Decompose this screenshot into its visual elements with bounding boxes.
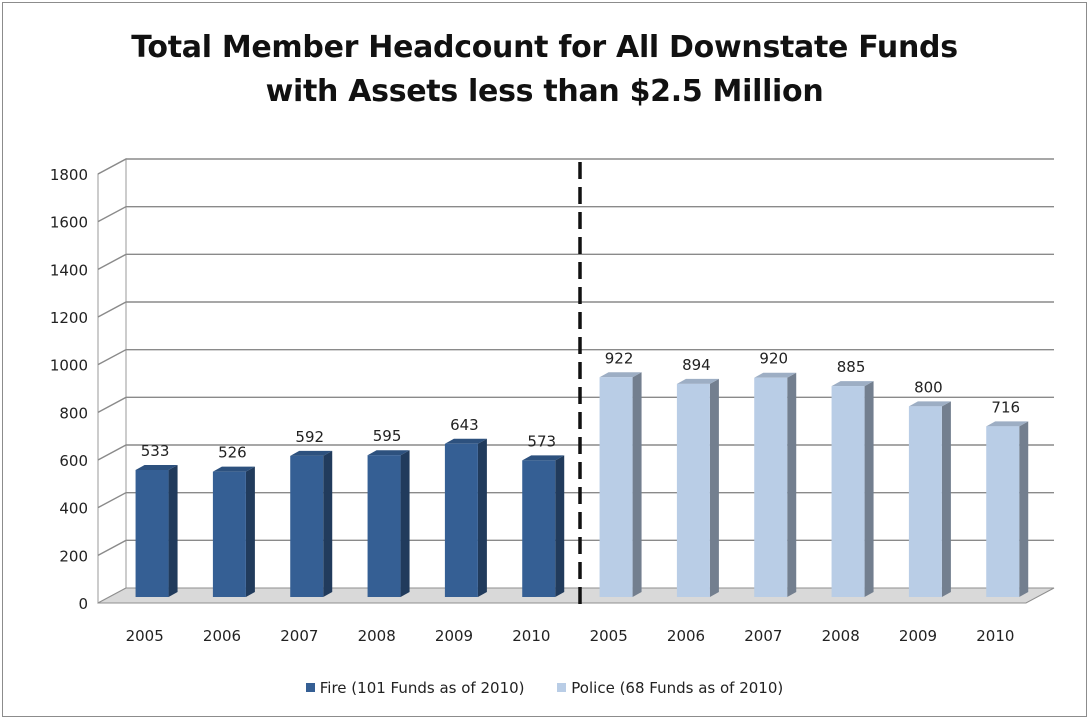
bar-side-2009-fire [477, 438, 487, 597]
bar-top-2009-fire [444, 438, 487, 444]
bar-side-2005-fire [168, 464, 178, 597]
legend-label-fire: Fire (101 Funds as of 2010) [319, 679, 525, 697]
bar-2006-fire [212, 471, 246, 597]
bar-side-2008-fire [400, 450, 410, 597]
bar-top-2008-police [831, 381, 874, 387]
x-tick-label-2006-fire: 2006 [203, 627, 241, 645]
data-label-2009-fire: 643 [450, 416, 479, 434]
gridline [97, 301, 1054, 318]
side-wall [97, 158, 127, 604]
bar-top-2010-fire [522, 455, 565, 461]
floor [97, 587, 1055, 604]
bar-side-2007-fire [323, 450, 333, 597]
data-label-2005-police: 922 [605, 349, 634, 367]
y-tick-label: 200 [59, 547, 88, 565]
gridline [97, 348, 1054, 366]
bar-side-2006-police [709, 378, 719, 597]
bar-2005-fire [135, 469, 169, 597]
bar-2007-fire [290, 455, 324, 597]
gridline [97, 396, 1054, 413]
bar-top-2007-police [754, 372, 797, 378]
x-tick-label-2009-fire: 2009 [435, 627, 473, 645]
legend: Fire (101 Funds as of 2010) Police (68 F… [0, 679, 1089, 697]
bar-top-2007-fire [290, 450, 333, 456]
x-tick-label-2008-fire: 2008 [358, 627, 396, 645]
y-tick-label: 1600 [50, 214, 88, 232]
bar-top-2008-fire [367, 450, 410, 456]
bar-2010-fire [522, 460, 556, 597]
bar-top-2006-fire [212, 466, 255, 472]
data-label-2010-fire: 573 [527, 432, 556, 450]
data-label-2008-fire: 595 [373, 427, 402, 445]
legend-item-fire: Fire (101 Funds as of 2010) [305, 679, 525, 697]
bar-2010-police [986, 426, 1020, 597]
x-tick-label-2006-police: 2006 [667, 627, 705, 645]
bar-side-2007-police [787, 372, 797, 597]
bar-top-2005-police [599, 372, 642, 378]
y-tick-label: 1800 [50, 166, 88, 184]
data-label-2006-police: 894 [682, 356, 711, 374]
bar-2009-police [908, 406, 942, 597]
bar-side-2006-fire [245, 466, 255, 597]
bar-side-2010-fire [555, 455, 565, 597]
gridline [97, 205, 1054, 223]
bar-top-2005-fire [135, 464, 178, 470]
chart-title-line-1: Total Member Headcount for All Downstate… [131, 30, 958, 65]
bar-2008-fire [367, 455, 401, 597]
y-tick-label: 1400 [50, 261, 88, 279]
legend-swatch-police [557, 683, 567, 692]
legend-item-police: Police (68 Funds as of 2010) [557, 679, 783, 697]
bar-2007-police [754, 377, 788, 597]
x-tick-label-2007-police: 2007 [744, 627, 782, 645]
x-tick-label-2009-police: 2009 [899, 627, 937, 645]
bar-top-2010-police [986, 421, 1029, 427]
bar-side-2009-police [941, 401, 951, 597]
data-label-2005-fire: 533 [141, 442, 170, 460]
data-label-2006-fire: 526 [218, 444, 247, 462]
bar-2005-police [599, 377, 633, 597]
x-tick-label-2010-police: 2010 [976, 627, 1014, 645]
bar-side-2010-police [1019, 421, 1029, 597]
chart-title-line-2: with Assets less than $2.5 Million [265, 74, 824, 109]
y-tick-label: 600 [59, 452, 88, 470]
y-tick-label: 800 [59, 404, 88, 422]
data-label-2009-police: 800 [914, 378, 943, 396]
x-tick-label-2005-fire: 2005 [126, 627, 164, 645]
x-tick-label-2010-fire: 2010 [512, 627, 550, 645]
y-tick-label: 0 [78, 595, 88, 613]
legend-label-police: Police (68 Funds as of 2010) [571, 679, 784, 697]
data-label-2007-fire: 592 [295, 428, 324, 446]
gridline [97, 539, 1054, 556]
gridline [97, 444, 1054, 461]
bar-2006-police [676, 383, 710, 597]
y-tick-label: 1200 [50, 309, 88, 327]
bar-side-2005-police [632, 372, 642, 597]
data-label-2007-police: 920 [759, 350, 788, 368]
data-label-2010-police: 716 [991, 398, 1020, 416]
x-tick-label-2005-police: 2005 [590, 627, 628, 645]
data-label-2008-police: 885 [837, 358, 866, 376]
bar-2009-fire [444, 443, 478, 597]
bar-top-2006-police [676, 378, 719, 384]
chart-title: Total Member Headcount for All Downstate… [0, 26, 1089, 114]
x-tick-label-2008-police: 2008 [822, 627, 860, 645]
gridline [97, 158, 1054, 175]
bar-side-2008-police [864, 381, 874, 597]
gridline [97, 253, 1054, 270]
gridline [97, 491, 1054, 509]
bar-top-2009-police [908, 401, 951, 407]
y-tick-label: 1000 [50, 357, 88, 375]
x-tick-label-2007-fire: 2007 [280, 627, 318, 645]
y-tick-label: 400 [59, 500, 88, 518]
bar-2008-police [831, 386, 865, 597]
legend-swatch-fire [305, 683, 315, 692]
